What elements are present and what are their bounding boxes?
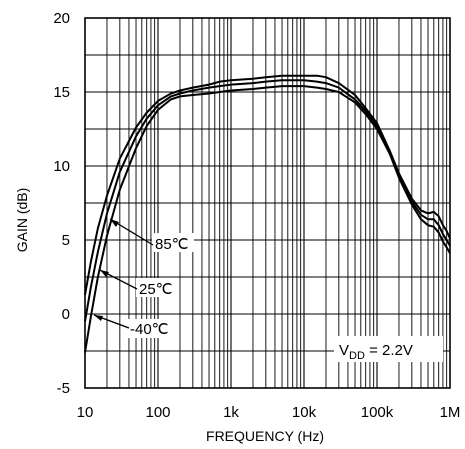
vdd-label: VDD = 2.2V — [339, 342, 413, 362]
y-tick-label: 10 — [53, 158, 70, 175]
x-tick-label: 10 — [77, 404, 94, 421]
series-line-0 — [84, 74, 451, 295]
x-tick-label: 100 — [145, 404, 170, 421]
y-axis-title: GAIN (dB) — [14, 188, 30, 253]
label-m40c: -40℃ — [130, 321, 169, 338]
label-25c-arrowhead — [100, 270, 109, 277]
grid — [85, 18, 450, 388]
series-line-2 — [84, 85, 451, 353]
vdd-subscript: DD — [349, 350, 365, 362]
x-tick-label: 1M — [440, 404, 461, 421]
label-m40c-background — [128, 319, 176, 338]
vdd-prefix: V — [339, 342, 349, 359]
label-85c: 85℃ — [155, 236, 189, 253]
vdd-background — [334, 336, 443, 362]
x-axis-title: FREQUENCY (Hz) — [206, 428, 324, 444]
label-m40c-arrowhead — [94, 315, 103, 321]
label-m40c-callout: -40℃ — [93, 314, 176, 338]
y-tick-label: 5 — [62, 232, 70, 249]
label-85c-callout: 85℃ — [109, 218, 194, 253]
y-tick-label: -5 — [57, 380, 70, 397]
x-tick-label: 100k — [361, 404, 394, 421]
x-tick-label: 1k — [223, 404, 239, 421]
label-85c-arrowhead — [110, 219, 119, 227]
x-tick-labels: 10 100 1k 10k 100k 1M — [77, 404, 461, 421]
x-tick-label: 10k — [292, 404, 317, 421]
y-tick-label: 15 — [53, 84, 70, 101]
label-25c-background — [136, 278, 178, 297]
vdd-value: = 2.2V — [365, 342, 413, 359]
y-tick-labels: -5 0 5 10 15 20 — [53, 10, 70, 397]
label-25c-callout: 25℃ — [99, 269, 178, 298]
y-tick-label: 20 — [53, 10, 70, 27]
y-tick-label: 0 — [62, 306, 70, 323]
plot-frame — [84, 17, 451, 389]
series-lines — [84, 74, 451, 353]
label-85c-background — [152, 233, 194, 252]
vdd-condition: VDD = 2.2V — [334, 336, 443, 362]
label-25c: 25℃ — [139, 281, 173, 298]
series-line-1 — [84, 79, 451, 322]
